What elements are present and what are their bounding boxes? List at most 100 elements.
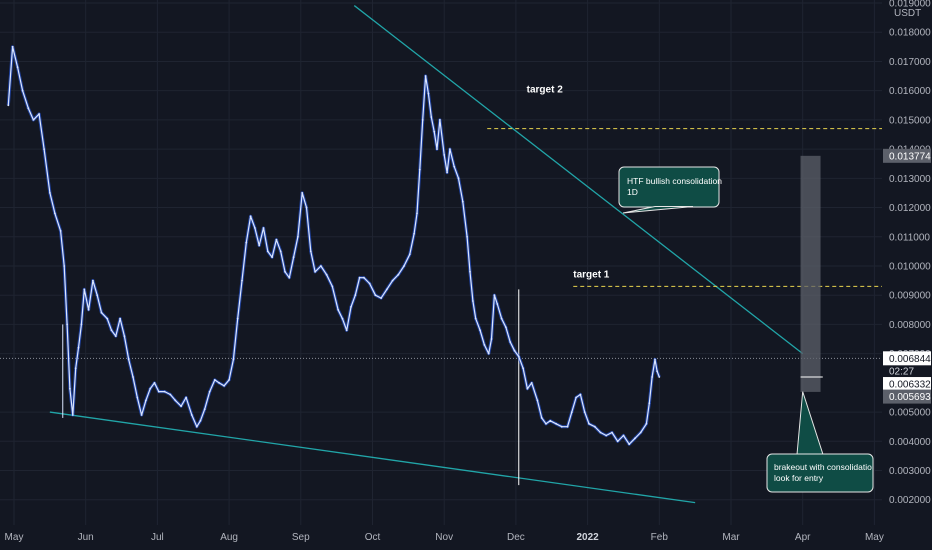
price-point — [331, 285, 334, 288]
price-point — [560, 425, 563, 428]
price-series-line — [7, 46, 660, 445]
y-tick-label: 0.019000 — [889, 0, 931, 10]
price-point — [87, 308, 90, 311]
callout-breakout[interactable]: brakeout with consolidatio look for entr… — [766, 391, 874, 493]
price-point — [593, 425, 596, 428]
price-series — [6, 45, 661, 446]
price-point — [71, 414, 74, 416]
price-point — [218, 382, 221, 384]
price-point — [69, 387, 71, 390]
price-point — [297, 235, 299, 238]
price-point — [513, 349, 516, 352]
price-tag-bg — [883, 389, 931, 404]
price-point — [363, 276, 365, 279]
x-tick-label: Jun — [78, 532, 94, 543]
price-point — [16, 66, 19, 69]
x-tick-label: Sep — [292, 532, 310, 543]
price-tag-bg — [883, 148, 931, 163]
price-point — [262, 227, 265, 229]
price-point — [292, 256, 295, 259]
price-point — [622, 434, 625, 437]
price-point — [271, 256, 273, 259]
time-axis[interactable]: May Jun Jul Aug Sep Oct Nov Dec 2022 Feb Mar Apr May — [5, 532, 884, 543]
price-point — [254, 227, 256, 229]
price-axis[interactable]: USDT 0.019000 0.018000 0.017000 0.016000 0.0… — [889, 0, 931, 506]
y-tick-label: 0.010000 — [889, 261, 931, 272]
target-2-label: target 2 — [527, 85, 564, 96]
callouts: HTF bullish consolidation 1D brakeout wi… — [618, 166, 874, 493]
price-point — [345, 329, 348, 332]
y-tick-label: 0.018000 — [889, 28, 931, 39]
price-point — [314, 270, 316, 273]
x-tick-label: Oct — [365, 532, 381, 543]
price-point — [284, 270, 286, 273]
price-point — [443, 154, 446, 156]
x-tick-label: Dec — [507, 532, 525, 543]
price-point — [403, 265, 405, 267]
x-tick-label: May — [5, 532, 24, 543]
price-point — [651, 376, 653, 378]
price-point — [453, 165, 456, 168]
price-tag: 0.006332 — [883, 377, 931, 392]
x-tick-label: Jul — [151, 532, 164, 543]
price-point — [530, 382, 533, 384]
price-point — [526, 387, 529, 390]
x-tick-label: Feb — [651, 532, 669, 543]
price-point — [266, 250, 269, 253]
price-tag: 0.006844 — [883, 351, 931, 366]
price-point — [466, 235, 468, 238]
price-tag-label: 0.005693 — [889, 392, 931, 403]
price-point — [645, 422, 648, 425]
price-point — [500, 317, 503, 320]
range-box-group[interactable] — [800, 155, 823, 392]
price-point — [236, 317, 239, 320]
price-point — [575, 396, 577, 399]
price-point — [522, 367, 524, 370]
price-point — [140, 414, 143, 416]
price-point — [7, 104, 10, 107]
projection-box[interactable] — [800, 155, 821, 392]
target-lines — [0, 128, 882, 359]
price-point — [605, 434, 608, 437]
price-point — [368, 282, 371, 285]
price-tag-label: 02:27 — [889, 367, 914, 378]
callout-breakout-box[interactable] — [766, 453, 874, 493]
price-point — [374, 294, 377, 297]
price-point — [232, 358, 235, 361]
upper-trendline — [353, 5, 804, 355]
price-tag-label: 0.006844 — [889, 354, 931, 365]
price-point — [474, 317, 477, 320]
lower-trendline — [49, 411, 696, 504]
price-point — [391, 279, 394, 282]
price-point — [385, 288, 388, 291]
price-series-shadow — [6, 45, 661, 446]
price-tag-label: 0.013774 — [889, 151, 931, 162]
callout-breakout-line-1: brakeout with consolidatio — [774, 462, 872, 472]
price-point — [195, 425, 198, 428]
currency-label: USDT — [894, 8, 921, 19]
price-point — [555, 422, 557, 425]
x-tick-label: Apr — [795, 532, 811, 543]
price-point — [479, 329, 481, 332]
price-point — [421, 119, 424, 121]
price-point — [32, 119, 35, 121]
chart-grid — [0, 0, 882, 525]
callout-htf[interactable]: HTF bullish consolidation 1D — [618, 166, 722, 214]
price-point — [469, 270, 471, 273]
price-point — [540, 417, 543, 419]
price-point — [634, 437, 636, 440]
callout-htf-pointer — [622, 206, 694, 214]
y-tick-label: 0.003000 — [889, 466, 931, 477]
y-tick-label: 0.004000 — [889, 437, 931, 448]
price-point — [341, 317, 344, 320]
price-point — [258, 244, 261, 247]
x-tick-label: 2022 — [576, 532, 599, 543]
price-point — [213, 379, 216, 381]
price-tag-bg — [883, 377, 931, 392]
price-point — [132, 376, 134, 378]
price-point — [658, 376, 661, 378]
price-point — [279, 250, 282, 253]
price-point — [153, 382, 156, 384]
